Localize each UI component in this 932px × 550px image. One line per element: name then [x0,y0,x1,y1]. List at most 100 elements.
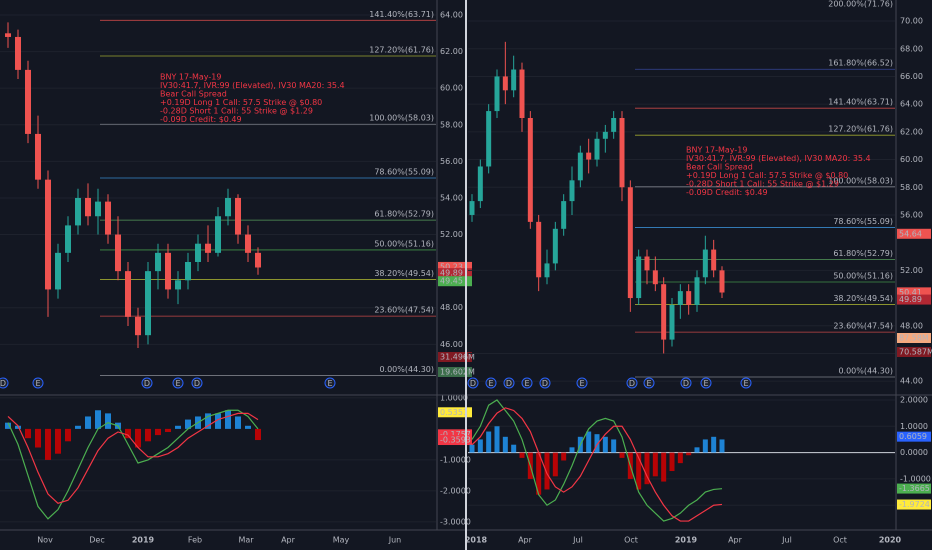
fib-label: 141.40%(63.71) [369,10,434,19]
y-tick-label: 62.00 [440,47,463,56]
osc-tick-label: 1.0000 [440,393,468,402]
y-tick-label: 66.00 [900,72,923,81]
y-tick-label: 64.00 [900,100,923,109]
candle-body [175,280,181,290]
histogram-bar [85,416,91,429]
candle-body [502,76,508,91]
fib-label: 23.60%(47.54) [833,322,893,331]
y-tick-label: 62.00 [900,127,923,136]
candle-body [686,291,692,305]
osc-tag: 0.6059 [899,432,927,441]
candle-body [185,261,191,281]
price-tag-box [438,261,472,272]
price-tag: 54.64 [899,229,922,238]
fib-label: 0.00%(44.30) [838,366,893,375]
histogram-bar [677,452,683,464]
candle-body [15,36,21,70]
event-label: E [743,379,748,388]
event-marker [680,377,692,389]
y-tick-label: 56.00 [900,210,923,219]
y-tick-label: 58.00 [440,120,463,129]
volume-tag: 87.58M [899,334,929,343]
y-tick-label: 48.00 [440,303,463,312]
y-tick-label: 60.00 [440,84,463,93]
candle-body [636,256,642,299]
histogram-bar [469,444,475,453]
osc-tag-box [438,429,472,440]
candle-body [125,271,131,317]
price-tag-box [438,276,472,287]
event-marker [626,377,638,389]
annotation-line: -0.09D Credit: $0.49 [686,188,768,197]
histogram-bar [561,452,567,461]
price-tag-box [897,287,931,298]
fib-label: 23.60%(47.54) [374,306,434,315]
event-label: E [35,379,40,388]
osc-tick-label: -1.0000 [900,474,931,483]
event-label: E [327,379,332,388]
annotation-line: Bear Call Spread [686,163,753,172]
candle-body [511,69,517,91]
histogram-bar [611,439,617,453]
fib-label: 100.00%(58.03) [369,114,434,123]
signal-line [471,407,723,522]
candle-body [255,252,261,268]
histogram-bar [644,452,650,485]
candle-body [95,201,101,217]
price-tag: 50.23 [440,262,463,271]
annotation-line: +0.19D Long 1 Call: 57.5 Strike @ $0.80 [686,171,848,180]
histogram-bar [165,428,171,432]
histogram-bar [719,439,725,453]
event-label: D [194,379,200,388]
histogram-bar [235,416,241,429]
fib-label: 50.00%(51.16) [833,271,893,280]
candle-body [577,152,583,181]
candle-body [519,69,525,119]
price-tag: 49.45 [440,277,463,286]
annotation-line: -0.28D Short 1 Call: 55 Strike @ $1.29 [160,107,313,116]
x-tick-label: 2020 [879,536,902,545]
event-marker [32,377,44,389]
histogram-bar [65,428,71,442]
y-tick-label: 46.00 [440,340,463,349]
y-tick-label: 52.00 [440,230,463,239]
histogram-bar [225,410,231,429]
volume-tag-box [438,352,472,362]
histogram-bar [636,452,642,490]
candle-body [135,316,141,336]
event-label: E [175,379,180,388]
y-tick-label: 68.00 [900,44,923,53]
event-marker [576,377,588,389]
histogram-bar [477,439,483,453]
histogram-bar [702,439,708,453]
x-tick-label: 2019 [132,536,155,545]
osc-tag: -0.3593 [440,436,471,445]
event-label: D [629,379,635,388]
price-tag-box [897,294,931,305]
candle-body [115,234,121,272]
histogram-bar [75,425,81,429]
event-marker [485,377,497,389]
histogram-bar [185,419,191,429]
histogram-bar [594,434,600,453]
candle-body [155,252,161,272]
y-tick-label: 44.00 [900,377,923,386]
volume-tag-box [897,347,931,357]
candle-body [245,234,251,253]
histogram-bar [5,422,11,429]
y-tick-label: 60.00 [900,155,923,164]
candle-body [477,166,483,202]
histogram-bar [125,428,131,439]
x-tick-label: Oct [624,536,638,545]
candle-body [5,33,11,37]
candle-body [552,228,558,264]
price-tag: 49.89 [899,295,922,304]
candle-body [145,271,151,336]
histogram-bar [544,452,550,490]
histogram-bar [15,425,21,429]
price-tag: 49.89 [440,269,463,278]
macd-line [471,399,723,522]
price-tag-box [438,268,472,279]
x-tick-label: Nov [37,536,53,545]
